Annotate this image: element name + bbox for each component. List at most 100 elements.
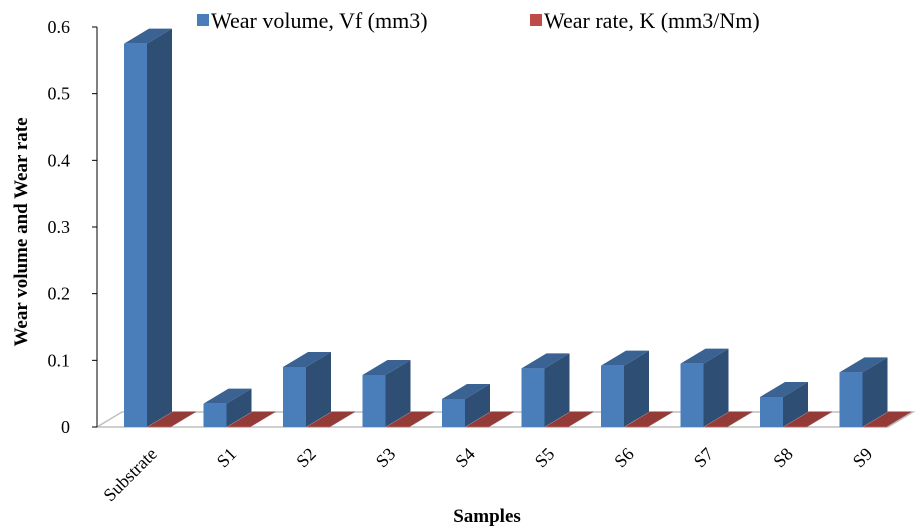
bar-wear-rate-s7 xyxy=(704,411,753,428)
bar-wear-volume-s9-top xyxy=(839,357,888,373)
bar-wear-rate-s5-top xyxy=(545,411,594,427)
bar-wear-rate-substrate xyxy=(148,411,196,428)
bar-wear-volume-s2-top xyxy=(283,352,331,367)
bar-wear-volume-s1-front xyxy=(203,403,227,427)
bar-wear-volume-s5-top xyxy=(521,353,570,369)
x-axis: Substrate S1 S2 S3 S4 S5 S6 S7 S8 S9 xyxy=(99,444,876,506)
bar-wear-rate-s9-top xyxy=(863,411,912,427)
x-tick-label: S1 xyxy=(213,444,241,472)
x-tick-label: S3 xyxy=(372,444,400,472)
bar-wear-rate-s6-front xyxy=(625,426,648,428)
legend-label-wear-volume: Wear volume, Vf (mm3) xyxy=(211,8,428,33)
bar-wear-volume-s2-front xyxy=(283,367,306,427)
bar-wear-rate-s2-top xyxy=(307,411,355,427)
bar-wear-rate-s3-side xyxy=(409,411,435,427)
bar-wear-rate-s3-top xyxy=(386,411,435,427)
bar-wear-rate-s7-top xyxy=(704,411,753,427)
y-tick-label: 0.3 xyxy=(48,217,71,237)
bar-wear-rate-s1-top xyxy=(227,411,276,427)
bar-wear-volume-s2 xyxy=(283,352,331,427)
bar-wear-volume-s8 xyxy=(760,382,808,427)
bar-wear-rate-substrate-top xyxy=(148,411,196,427)
bar-wear-volume-s7-side xyxy=(703,348,729,427)
bar-wear-volume-s5 xyxy=(521,353,570,427)
bar-wear-rate-s1-side xyxy=(250,411,276,427)
x-tick-label: S9 xyxy=(849,444,877,472)
bar-wear-rate-s6 xyxy=(625,411,673,428)
x-axis-title: Samples xyxy=(453,506,521,527)
bar-wear-rate-s9 xyxy=(863,411,912,428)
bar-wear-rate-s3-front xyxy=(386,426,410,428)
bar-wear-volume-substrate-front xyxy=(124,43,147,428)
bar-wear-rate-s8-side xyxy=(807,411,832,427)
bar-wear-rate-s6-top xyxy=(625,411,673,427)
bar-wear-volume-s5-side xyxy=(544,353,570,427)
y-tick-label: 0.5 xyxy=(48,84,71,104)
bar-wear-volume-s1-top xyxy=(203,388,252,404)
y-tick-label: 0.4 xyxy=(48,150,71,170)
bar-wear-volume-s9-side xyxy=(862,357,888,427)
bar-wear-rate-s2 xyxy=(307,411,355,428)
bar-wear-volume-s4-side xyxy=(465,384,490,427)
x-tick-label: S7 xyxy=(690,444,718,472)
bar-wear-rate-substrate-side xyxy=(171,411,196,427)
bar-wear-volume-s3-front xyxy=(362,375,386,427)
bars xyxy=(124,28,912,428)
bar-wear-volume-s1-side xyxy=(226,388,252,427)
bar-wear-volume-s8-front xyxy=(760,397,783,427)
bar-wear-rate-s9-front xyxy=(863,426,887,428)
y-axis-title: Wear volume and Wear rate xyxy=(11,117,32,346)
bar-wear-rate-s3 xyxy=(386,411,435,428)
x-tick-label: S5 xyxy=(531,444,559,472)
bar-wear-volume-substrate xyxy=(124,28,172,428)
legend-swatch-wear-volume xyxy=(197,14,209,26)
bar-wear-volume-s7-front xyxy=(680,363,704,427)
x-tick-label: S6 xyxy=(610,444,638,472)
bar-wear-rate-s1-front xyxy=(227,426,251,428)
x-tick-label: S8 xyxy=(769,444,797,472)
bar-wear-volume-s6-front xyxy=(601,365,624,427)
legend: Wear volume, Vf (mm3) Wear rate, K (mm3/… xyxy=(197,8,760,33)
bar-wear-volume-s3 xyxy=(362,360,411,427)
bar-wear-volume-s9-front xyxy=(839,372,863,427)
bar-wear-rate-s9-side xyxy=(886,411,912,427)
y-axis: 0 0.1 0.2 0.3 0.4 0.5 0.6 xyxy=(48,17,98,437)
bar-wear-rate-substrate-front xyxy=(148,426,171,428)
bar-wear-rate-s2-front xyxy=(307,426,330,428)
bar-wear-volume-s3-side xyxy=(385,360,411,427)
bar-wear-rate-s1 xyxy=(227,411,276,428)
bar-wear-volume-s7-top xyxy=(680,348,729,364)
bar-wear-rate-s4 xyxy=(466,411,514,428)
bar-wear-rate-s4-top xyxy=(466,411,514,427)
bar-wear-volume-s4 xyxy=(442,384,490,427)
bar-wear-rate-s5-front xyxy=(545,426,569,428)
x-tick-label: S4 xyxy=(451,444,479,472)
bar-wear-rate-s5-side xyxy=(568,411,594,427)
bar-wear-volume-s4-front xyxy=(442,399,465,427)
bar-wear-volume-s6-side xyxy=(624,350,649,427)
bar-wear-volume-s2-side xyxy=(306,352,331,427)
legend-swatch-wear-rate xyxy=(530,14,542,26)
bar-wear-volume-s1 xyxy=(203,388,252,427)
bar-wear-rate-s7-side xyxy=(727,411,753,427)
y-tick-label: 0.2 xyxy=(48,284,71,304)
bar-wear-rate-s8-top xyxy=(784,411,832,427)
bar-wear-volume-s6-top xyxy=(601,350,649,366)
bar-wear-volume-s8-top xyxy=(760,382,808,397)
bar-wear-rate-s8 xyxy=(784,411,832,428)
bar-wear-rate-s7-front xyxy=(704,426,728,428)
bar-wear-rate-s2-side xyxy=(330,411,355,427)
bar-wear-rate-s6-side xyxy=(648,411,673,427)
bar-wear-volume-s7 xyxy=(680,348,729,427)
y-tick-label: 0.1 xyxy=(48,350,71,370)
bar-wear-volume-s3-top xyxy=(362,360,411,375)
bar-wear-volume-s5-front xyxy=(521,368,545,427)
y-tick-label: 0.6 xyxy=(48,17,71,37)
bar-wear-volume-s9 xyxy=(839,357,888,427)
bar-wear-volume-substrate-side xyxy=(147,28,172,428)
bar-wear-rate-s8-front xyxy=(784,426,807,428)
bar-wear-rate-s5 xyxy=(545,411,594,428)
bar-wear-volume-substrate-top xyxy=(124,28,172,44)
bar-wear-volume-s6 xyxy=(601,350,649,427)
